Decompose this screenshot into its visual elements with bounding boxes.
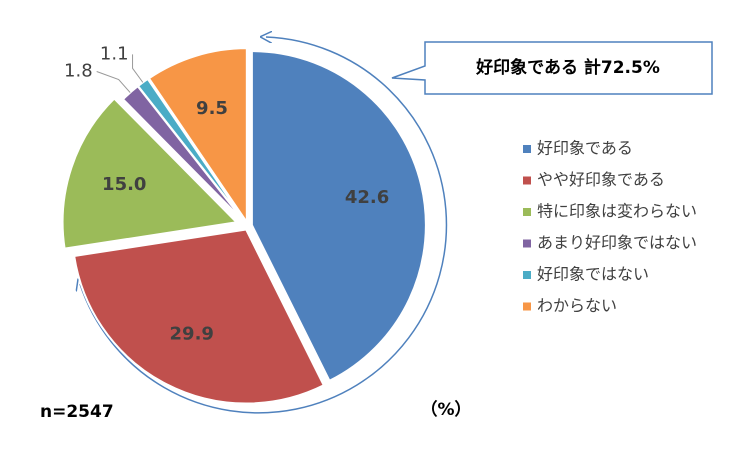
value-label: 15.0	[102, 174, 146, 195]
legend-swatch	[523, 271, 531, 279]
value-label: 9.5	[196, 98, 228, 119]
leader-line	[96, 71, 131, 93]
legend-label: 好印象ではない	[537, 265, 649, 284]
legend-label: あまり好印象ではない	[537, 233, 697, 252]
value-label: 29.9	[170, 324, 214, 345]
leader-line	[132, 54, 144, 83]
value-label: 42.6	[345, 187, 389, 208]
sample-size: n=2547	[40, 402, 114, 422]
value-label: 1.1	[100, 43, 129, 64]
legend-swatch	[523, 208, 531, 216]
legend-swatch	[523, 176, 531, 185]
legend-swatch	[523, 145, 531, 153]
legend-swatch	[523, 239, 531, 248]
legend-swatch	[523, 302, 531, 311]
pie-slice	[73, 228, 326, 405]
pie-slice	[147, 47, 248, 226]
callout-box	[391, 41, 713, 95]
legend-label: わからない	[537, 296, 617, 315]
legend-label: やや好印象である	[537, 170, 665, 189]
callout-text: 好印象である 計72.5%	[475, 57, 660, 78]
value-label: 1.8	[64, 61, 93, 82]
legend-label: 特に印象は変わらない	[537, 202, 697, 221]
pie-slice	[61, 97, 239, 250]
unit-label: （%）	[420, 399, 471, 420]
pie-slice	[250, 50, 427, 383]
bracket-arrow	[80, 37, 448, 414]
legend-label: 好印象である	[537, 139, 633, 158]
